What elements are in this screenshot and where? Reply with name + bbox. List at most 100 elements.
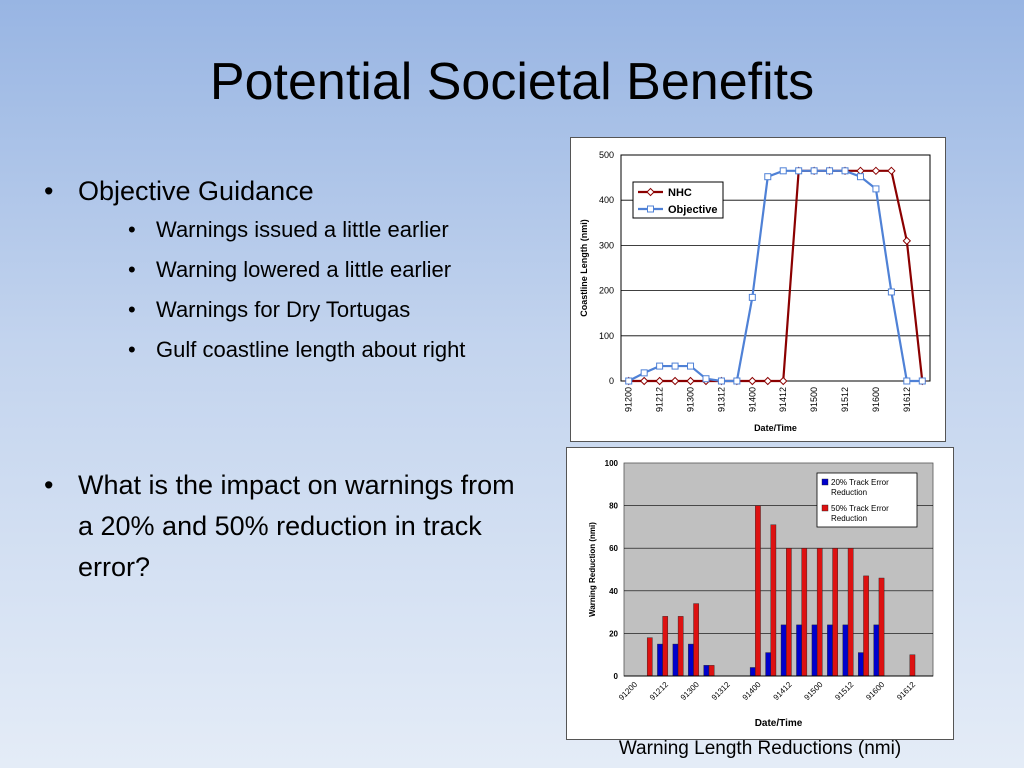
bar bbox=[693, 603, 699, 677]
coastline-length-chart: 0 100 200 300 400 500 91200 91212 91300 91312 9140… bbox=[570, 137, 946, 442]
data-point bbox=[655, 376, 664, 386]
bar bbox=[863, 575, 869, 677]
bullet-text: Objective Guidance bbox=[78, 176, 314, 206]
y-tick-label: 0 bbox=[609, 376, 614, 386]
legend-marker bbox=[647, 205, 654, 213]
data-point bbox=[887, 166, 896, 176]
bar bbox=[703, 665, 710, 677]
data-point bbox=[764, 173, 772, 181]
bar bbox=[847, 547, 854, 677]
y-tick-label: 200 bbox=[599, 286, 614, 296]
y-tick-label: 20 bbox=[609, 629, 618, 638]
bar bbox=[646, 637, 653, 677]
y-tick-label: 0 bbox=[614, 672, 619, 681]
data-point bbox=[625, 377, 633, 385]
bar bbox=[688, 643, 694, 677]
bar bbox=[657, 643, 663, 677]
warning-reduction-chart-svg: 0 20 40 60 80 100 91200 91212 91300 91312 91400 914… bbox=[588, 459, 934, 729]
data-point bbox=[856, 173, 864, 181]
bar bbox=[801, 547, 808, 677]
y-tick-label: 100 bbox=[599, 331, 614, 341]
legend-marker bbox=[646, 187, 655, 197]
bullet-objective-guidance: Objective Guidance Warnings issued a lit… bbox=[44, 174, 465, 364]
bar bbox=[858, 652, 864, 677]
x-tick-label: 91512 bbox=[833, 680, 855, 702]
data-point bbox=[640, 369, 648, 377]
bar bbox=[811, 624, 818, 677]
data-point bbox=[871, 166, 881, 176]
legend-label: 50% Track Error Reduction bbox=[831, 504, 889, 523]
x-tick-label: 91512 bbox=[840, 387, 850, 412]
x-tick-label: 91400 bbox=[747, 387, 757, 412]
bar bbox=[827, 624, 833, 677]
sub-bullet: Warnings issued a little earlier bbox=[128, 216, 465, 244]
bar bbox=[842, 624, 849, 677]
bar bbox=[873, 624, 880, 677]
bullet-list-bottom: What is the impact on warnings from a 20… bbox=[44, 465, 524, 588]
x-tick-label: 91212 bbox=[655, 387, 665, 412]
legend-box bbox=[816, 472, 918, 528]
bar bbox=[780, 624, 787, 677]
slide-title: Potential Societal Benefits bbox=[209, 53, 815, 111]
legend-label: Objective bbox=[668, 204, 718, 216]
bullet-question: What is the impact on warnings from a 20… bbox=[44, 465, 524, 588]
legend-label: 20% Track Error Reduction bbox=[831, 478, 889, 497]
data-point bbox=[686, 376, 695, 386]
x-tick-label: 91400 bbox=[741, 680, 763, 702]
data-point bbox=[841, 167, 849, 175]
bar bbox=[708, 665, 715, 677]
bar bbox=[770, 524, 777, 677]
x-axis-label: Date/Time bbox=[754, 423, 797, 433]
data-point bbox=[639, 376, 649, 386]
sub-bullet: Warnings for Dry Tortugas bbox=[128, 296, 465, 324]
bar bbox=[832, 547, 838, 677]
data-point bbox=[733, 377, 741, 385]
y-tick-label: 40 bbox=[609, 587, 618, 596]
bar bbox=[662, 616, 669, 677]
data-point bbox=[687, 362, 695, 370]
data-point bbox=[872, 185, 880, 193]
data-point bbox=[810, 167, 818, 175]
bar bbox=[786, 547, 792, 677]
y-tick-label: 300 bbox=[599, 240, 614, 250]
data-point bbox=[918, 377, 926, 385]
x-tick-label: 91200 bbox=[617, 680, 639, 702]
x-tick-label: 91300 bbox=[679, 680, 701, 702]
x-tick-label: 91600 bbox=[871, 387, 881, 412]
sub-bullet: Gulf coastline length about right bbox=[128, 336, 465, 364]
x-tick-label: 91412 bbox=[772, 680, 794, 702]
data-point bbox=[748, 293, 756, 301]
x-tick-label: 91600 bbox=[864, 680, 886, 702]
sub-bullet: Warning lowered a little earlier bbox=[128, 256, 465, 284]
data-point bbox=[656, 362, 664, 370]
data-point bbox=[763, 376, 772, 386]
bar bbox=[749, 667, 756, 677]
bar bbox=[796, 624, 802, 677]
legend-swatch bbox=[821, 478, 829, 486]
data-point bbox=[779, 167, 787, 175]
y-tick-label: 100 bbox=[605, 459, 619, 468]
x-tick-label: 91200 bbox=[624, 387, 634, 412]
x-tick-label: 91500 bbox=[809, 387, 819, 412]
data-point bbox=[748, 376, 757, 386]
x-tick-label: 91500 bbox=[802, 680, 824, 702]
legend-label: NHC bbox=[668, 187, 692, 199]
warning-reduction-chart: 0 20 40 60 80 100 91200 91212 91300 91312 91400 914… bbox=[566, 447, 954, 740]
x-tick-label: 91300 bbox=[686, 387, 696, 412]
bar bbox=[755, 505, 761, 677]
x-tick-label: 91612 bbox=[895, 680, 917, 702]
chart-caption: Warning Length Reductions (nmi) bbox=[618, 738, 902, 759]
sub-bullet-list: Warnings issued a little earlier Warning… bbox=[128, 216, 465, 364]
data-point bbox=[702, 375, 710, 383]
data-point bbox=[903, 377, 911, 385]
y-axis-label: Warning Reduction (nmi) bbox=[588, 522, 597, 617]
data-point bbox=[902, 236, 912, 246]
y-tick-label: 400 bbox=[599, 195, 614, 205]
bullet-text: What is the impact on warnings from a 20… bbox=[78, 470, 515, 582]
y-axis-label: Coastline Length (nmi) bbox=[579, 219, 589, 317]
legend-swatch bbox=[821, 504, 829, 512]
bar bbox=[765, 652, 771, 677]
y-tick-label: 80 bbox=[609, 502, 618, 511]
bullet-list-top: Objective Guidance Warnings issued a lit… bbox=[44, 174, 465, 376]
x-tick-label: 91412 bbox=[778, 387, 788, 412]
